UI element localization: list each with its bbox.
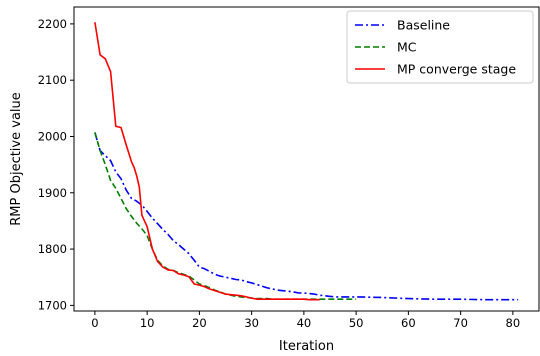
y-tick-label: 1900 xyxy=(38,186,67,200)
y-tick-label: 2200 xyxy=(38,17,67,31)
x-axis: 0 10 20 30 40 50 60 70 80 xyxy=(91,311,520,330)
x-tick-label: 0 xyxy=(91,316,98,330)
plot-area xyxy=(94,22,519,301)
x-tick-label: 60 xyxy=(401,316,416,330)
x-tick-label: 80 xyxy=(506,316,521,330)
legend-label-1: MC xyxy=(397,40,417,55)
series-line-2 xyxy=(94,22,320,301)
series-line-0 xyxy=(94,132,519,301)
x-tick-label: 10 xyxy=(140,316,155,330)
legend-box xyxy=(346,10,534,84)
axes-frame xyxy=(73,6,540,312)
x-tick-label: 70 xyxy=(453,316,468,330)
series-line-1 xyxy=(94,132,357,301)
x-tick-label: 40 xyxy=(297,316,312,330)
legend-label-0: Baseline xyxy=(397,18,450,33)
y-tick-label: 2100 xyxy=(38,73,67,87)
x-tick-label: 50 xyxy=(349,316,364,330)
legend-label-2: MP converge stage xyxy=(397,62,516,77)
x-tick-label: 30 xyxy=(244,316,259,330)
y-tick-label: 1800 xyxy=(38,242,67,256)
x-tick-label: 20 xyxy=(192,316,207,330)
y-axis: 1700 1800 1900 2000 2100 2200 xyxy=(38,17,74,312)
y-tick-label: 1700 xyxy=(38,298,67,312)
y-tick-label: 2000 xyxy=(38,129,67,143)
y-axis-label: RMP Objective value xyxy=(9,92,24,226)
legend: Baseline MC MP converge stage xyxy=(346,10,534,84)
x-axis-label: Iteration xyxy=(279,339,334,354)
